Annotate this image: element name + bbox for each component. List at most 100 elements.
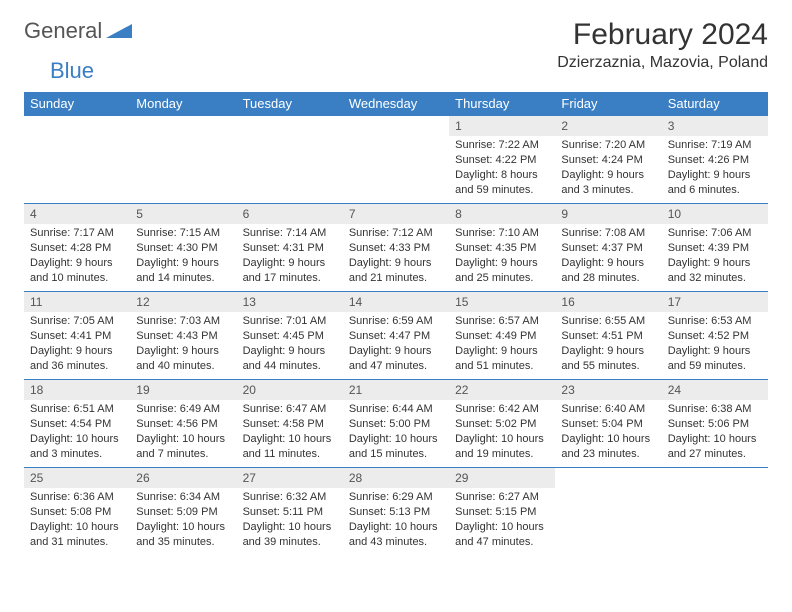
calendar-cell: 13Sunrise: 7:01 AMSunset: 4:45 PMDayligh… bbox=[237, 292, 343, 380]
day-content: Sunrise: 7:01 AMSunset: 4:45 PMDaylight:… bbox=[237, 312, 343, 377]
sunrise-text: Sunrise: 7:03 AM bbox=[136, 314, 230, 329]
calendar-week-row: 25Sunrise: 6:36 AMSunset: 5:08 PMDayligh… bbox=[24, 468, 768, 556]
sunrise-text: Sunrise: 6:38 AM bbox=[668, 402, 762, 417]
calendar-cell: 19Sunrise: 6:49 AMSunset: 4:56 PMDayligh… bbox=[130, 380, 236, 468]
day-content: Sunrise: 6:49 AMSunset: 4:56 PMDaylight:… bbox=[130, 400, 236, 465]
sunset-text: Sunset: 5:11 PM bbox=[243, 505, 337, 520]
calendar-week-row: 4Sunrise: 7:17 AMSunset: 4:28 PMDaylight… bbox=[24, 204, 768, 292]
calendar-cell: 29Sunrise: 6:27 AMSunset: 5:15 PMDayligh… bbox=[449, 468, 555, 556]
sunrise-text: Sunrise: 6:40 AM bbox=[561, 402, 655, 417]
calendar-cell: 2Sunrise: 7:20 AMSunset: 4:24 PMDaylight… bbox=[555, 116, 661, 204]
sunrise-text: Sunrise: 6:34 AM bbox=[136, 490, 230, 505]
day-number: 13 bbox=[237, 292, 343, 312]
day-content: Sunrise: 6:42 AMSunset: 5:02 PMDaylight:… bbox=[449, 400, 555, 465]
sunrise-text: Sunrise: 7:05 AM bbox=[30, 314, 124, 329]
sunset-text: Sunset: 5:15 PM bbox=[455, 505, 549, 520]
day-content: Sunrise: 6:40 AMSunset: 5:04 PMDaylight:… bbox=[555, 400, 661, 465]
calendar-cell: . bbox=[24, 116, 130, 204]
day-content: Sunrise: 7:05 AMSunset: 4:41 PMDaylight:… bbox=[24, 312, 130, 377]
day-content: Sunrise: 7:22 AMSunset: 4:22 PMDaylight:… bbox=[449, 136, 555, 201]
daylight-text: Daylight: 9 hours and 6 minutes. bbox=[668, 168, 762, 198]
calendar-cell: 3Sunrise: 7:19 AMSunset: 4:26 PMDaylight… bbox=[662, 116, 768, 204]
daylight-text: Daylight: 9 hours and 59 minutes. bbox=[668, 344, 762, 374]
logo: General bbox=[24, 18, 134, 44]
day-content: Sunrise: 6:34 AMSunset: 5:09 PMDaylight:… bbox=[130, 488, 236, 553]
sunset-text: Sunset: 4:43 PM bbox=[136, 329, 230, 344]
day-header: Friday bbox=[555, 92, 661, 116]
daylight-text: Daylight: 10 hours and 31 minutes. bbox=[30, 520, 124, 550]
daylight-text: Daylight: 9 hours and 44 minutes. bbox=[243, 344, 337, 374]
calendar-cell: 8Sunrise: 7:10 AMSunset: 4:35 PMDaylight… bbox=[449, 204, 555, 292]
sunset-text: Sunset: 5:02 PM bbox=[455, 417, 549, 432]
day-number: 11 bbox=[24, 292, 130, 312]
day-content: Sunrise: 7:20 AMSunset: 4:24 PMDaylight:… bbox=[555, 136, 661, 201]
daylight-text: Daylight: 10 hours and 23 minutes. bbox=[561, 432, 655, 462]
daylight-text: Daylight: 10 hours and 11 minutes. bbox=[243, 432, 337, 462]
daylight-text: Daylight: 9 hours and 32 minutes. bbox=[668, 256, 762, 286]
sunrise-text: Sunrise: 6:51 AM bbox=[30, 402, 124, 417]
calendar-cell: 12Sunrise: 7:03 AMSunset: 4:43 PMDayligh… bbox=[130, 292, 236, 380]
day-header: Tuesday bbox=[237, 92, 343, 116]
day-number: 12 bbox=[130, 292, 236, 312]
sunset-text: Sunset: 5:00 PM bbox=[349, 417, 443, 432]
daylight-text: Daylight: 8 hours and 59 minutes. bbox=[455, 168, 549, 198]
sunset-text: Sunset: 4:56 PM bbox=[136, 417, 230, 432]
calendar-cell: 11Sunrise: 7:05 AMSunset: 4:41 PMDayligh… bbox=[24, 292, 130, 380]
day-content: Sunrise: 6:27 AMSunset: 5:15 PMDaylight:… bbox=[449, 488, 555, 553]
daylight-text: Daylight: 10 hours and 15 minutes. bbox=[349, 432, 443, 462]
calendar-cell: 4Sunrise: 7:17 AMSunset: 4:28 PMDaylight… bbox=[24, 204, 130, 292]
calendar-cell: 18 Sunrise: 6:51 AMSunset: 4:54 PMDayligh… bbox=[24, 380, 130, 468]
day-content: Sunrise: 6:55 AMSunset: 4:51 PMDaylight:… bbox=[555, 312, 661, 377]
calendar-cell: 15Sunrise: 6:57 AMSunset: 4:49 PMDayligh… bbox=[449, 292, 555, 380]
day-number: 18 bbox=[24, 380, 130, 400]
sunrise-text: Sunrise: 7:12 AM bbox=[349, 226, 443, 241]
day-number: 17 bbox=[662, 292, 768, 312]
sunrise-text: Sunrise: 6:57 AM bbox=[455, 314, 549, 329]
calendar-body: ....1Sunrise: 7:22 AMSunset: 4:22 PMDayl… bbox=[24, 116, 768, 556]
calendar-table: SundayMondayTuesdayWednesdayThursdayFrid… bbox=[24, 92, 768, 556]
sunset-text: Sunset: 4:54 PM bbox=[30, 417, 124, 432]
day-number: 3 bbox=[662, 116, 768, 136]
daylight-text: Daylight: 10 hours and 27 minutes. bbox=[668, 432, 762, 462]
sunset-text: Sunset: 5:09 PM bbox=[136, 505, 230, 520]
daylight-text: Daylight: 9 hours and 25 minutes. bbox=[455, 256, 549, 286]
calendar-cell: 6Sunrise: 7:14 AMSunset: 4:31 PMDaylight… bbox=[237, 204, 343, 292]
calendar-cell: . bbox=[343, 116, 449, 204]
sunrise-text: Sunrise: 7:14 AM bbox=[243, 226, 337, 241]
sunrise-text: Sunrise: 7:06 AM bbox=[668, 226, 762, 241]
day-number: 1 bbox=[449, 116, 555, 136]
day-number: 21 bbox=[343, 380, 449, 400]
daylight-text: Daylight: 9 hours and 55 minutes. bbox=[561, 344, 655, 374]
daylight-text: Daylight: 10 hours and 43 minutes. bbox=[349, 520, 443, 550]
calendar-cell: . bbox=[130, 116, 236, 204]
sunrise-text: Sunrise: 6:42 AM bbox=[455, 402, 549, 417]
sunset-text: Sunset: 4:28 PM bbox=[30, 241, 124, 256]
sunrise-text: Sunrise: 6:44 AM bbox=[349, 402, 443, 417]
sunset-text: Sunset: 5:13 PM bbox=[349, 505, 443, 520]
logo-blue-row: Blue bbox=[24, 58, 768, 84]
sunset-text: Sunset: 4:45 PM bbox=[243, 329, 337, 344]
daylight-text: Daylight: 9 hours and 28 minutes. bbox=[561, 256, 655, 286]
sunset-text: Sunset: 4:22 PM bbox=[455, 153, 549, 168]
logo-text-general: General bbox=[24, 18, 102, 44]
day-content: Sunrise: 7:15 AMSunset: 4:30 PMDaylight:… bbox=[130, 224, 236, 289]
day-content: Sunrise: 7:08 AMSunset: 4:37 PMDaylight:… bbox=[555, 224, 661, 289]
sunrise-text: Sunrise: 7:19 AM bbox=[668, 138, 762, 153]
sunrise-text: Sunrise: 6:47 AM bbox=[243, 402, 337, 417]
day-content: Sunrise: 6:32 AMSunset: 5:11 PMDaylight:… bbox=[237, 488, 343, 553]
daylight-text: Daylight: 9 hours and 51 minutes. bbox=[455, 344, 549, 374]
calendar-cell: 16Sunrise: 6:55 AMSunset: 4:51 PMDayligh… bbox=[555, 292, 661, 380]
calendar-cell: 7Sunrise: 7:12 AMSunset: 4:33 PMDaylight… bbox=[343, 204, 449, 292]
day-content: Sunrise: 6:44 AMSunset: 5:00 PMDaylight:… bbox=[343, 400, 449, 465]
sunset-text: Sunset: 4:47 PM bbox=[349, 329, 443, 344]
day-content: Sunrise: 7:03 AMSunset: 4:43 PMDaylight:… bbox=[130, 312, 236, 377]
sunset-text: Sunset: 4:35 PM bbox=[455, 241, 549, 256]
sunset-text: Sunset: 4:41 PM bbox=[30, 329, 124, 344]
calendar-cell: . bbox=[237, 116, 343, 204]
sunset-text: Sunset: 4:58 PM bbox=[243, 417, 337, 432]
day-content: Sunrise: 7:10 AMSunset: 4:35 PMDaylight:… bbox=[449, 224, 555, 289]
daylight-text: Daylight: 10 hours and 3 minutes. bbox=[30, 432, 124, 462]
sunset-text: Sunset: 4:30 PM bbox=[136, 241, 230, 256]
day-content: Sunrise: 6:38 AMSunset: 5:06 PMDaylight:… bbox=[662, 400, 768, 465]
day-content: Sunrise: 7:06 AMSunset: 4:39 PMDaylight:… bbox=[662, 224, 768, 289]
